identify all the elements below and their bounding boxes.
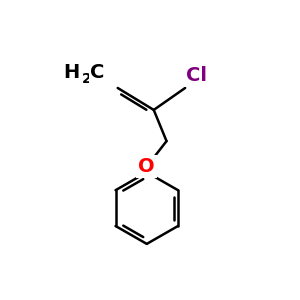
Text: Cl: Cl bbox=[186, 66, 207, 85]
Text: O: O bbox=[139, 157, 155, 176]
Text: C: C bbox=[90, 63, 104, 82]
Text: 2: 2 bbox=[82, 72, 92, 86]
Text: H: H bbox=[63, 63, 79, 82]
